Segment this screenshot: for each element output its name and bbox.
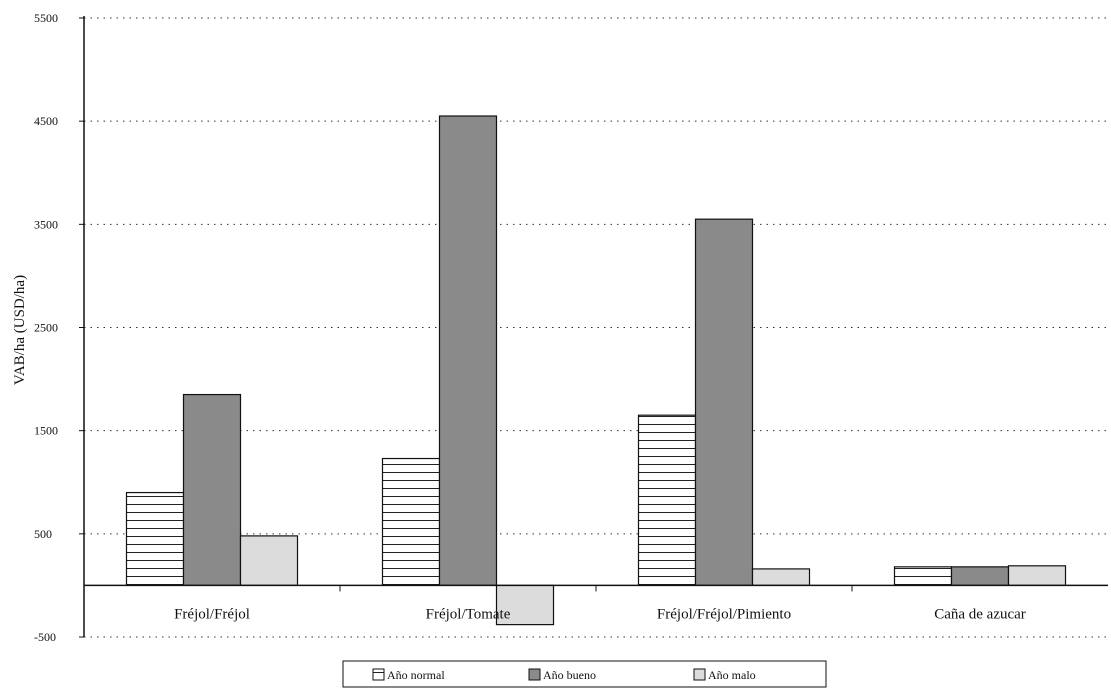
legend-box [342, 660, 827, 688]
x-category-label: Caña de azucar [934, 606, 1026, 622]
legend-label: Año bueno [543, 668, 596, 682]
y-tick-label: 5500 [34, 11, 58, 25]
legend-label: Año malo [708, 668, 756, 682]
bar [239, 535, 299, 587]
x-category-label: Fréjol/Tomate [426, 606, 511, 622]
y-axis-title: VAB/ha (USD/ha) [12, 275, 28, 385]
bar [751, 568, 811, 587]
y-tick-label: 3500 [34, 217, 58, 231]
bar [495, 584, 555, 626]
x-category-label: Fréjol/Fréjol [174, 606, 250, 622]
legend-swatch [693, 668, 706, 681]
axes [79, 16, 1108, 638]
bar [438, 115, 498, 587]
bar [125, 491, 185, 587]
bars [125, 115, 1067, 626]
y-tick-label: 1500 [34, 424, 58, 438]
bar [637, 414, 697, 587]
bar [694, 218, 754, 587]
legend-label: Año normal [387, 668, 445, 682]
y-tick-label: 4500 [34, 114, 58, 128]
y-tick-label: -500 [34, 630, 56, 644]
legend-swatch [528, 668, 541, 681]
bar [381, 457, 441, 587]
y-tick-label: 2500 [34, 321, 58, 335]
legend: Año normal Año bueno Año malo [342, 660, 827, 688]
bar [950, 566, 1010, 587]
bar [1007, 565, 1067, 587]
tick-labels: -500 500 1500 2500 3500 4500 5500 Fréjol/Fréjol… [34, 11, 1026, 644]
x-category-label: Fréjol/Fréjol/Pimiento [657, 606, 791, 622]
bar [893, 566, 953, 587]
legend-swatch [372, 668, 385, 681]
y-tick-label: 500 [34, 527, 52, 541]
bar [182, 393, 242, 587]
